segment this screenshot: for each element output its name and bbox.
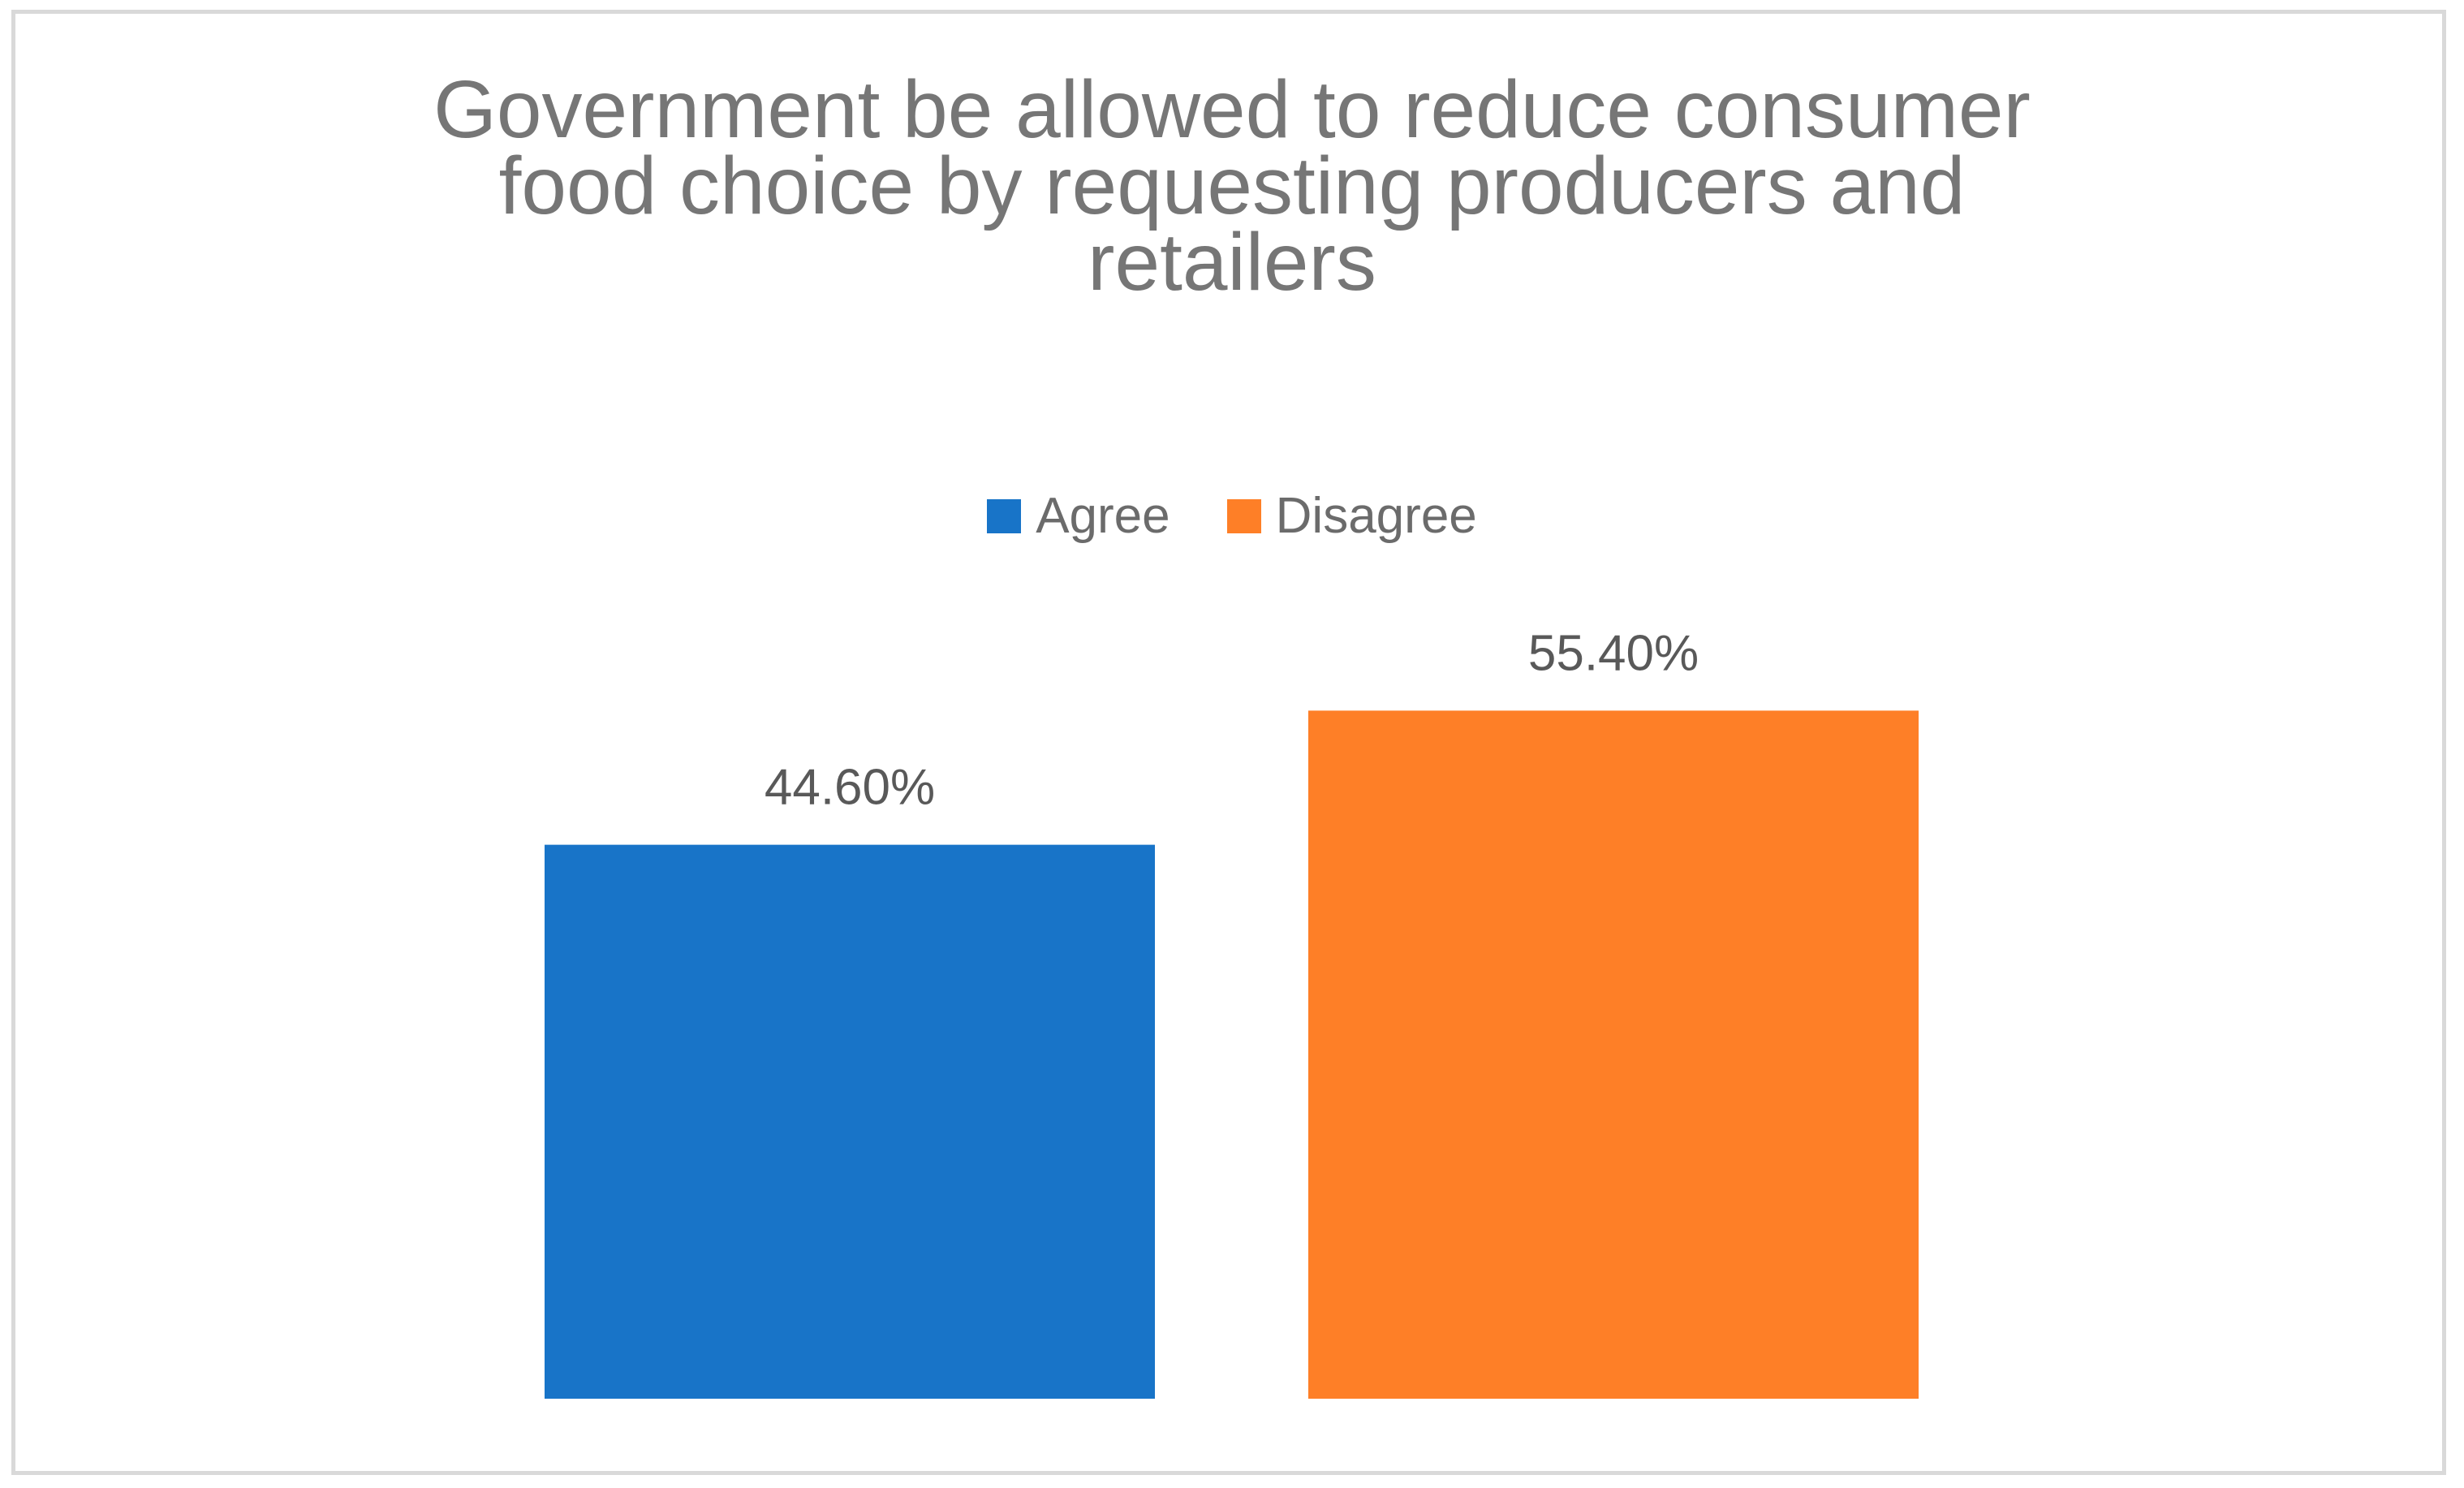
- chart-title-line-1: Government be allowed to reduce consumer: [433, 64, 2031, 155]
- chart-title: Government be allowed to reduce consumer…: [243, 69, 2221, 303]
- legend-label-agree: Agree: [1036, 488, 1170, 544]
- bar-agree: [545, 844, 1155, 1399]
- data-label-disagree: 55.40%: [1528, 625, 1699, 681]
- bar-disagree: [1308, 710, 1919, 1399]
- legend-item-agree: Agree: [987, 484, 1170, 549]
- legend-swatch-disagree: [1226, 499, 1261, 533]
- legend: Agree Disagree: [0, 484, 2464, 549]
- legend-item-disagree: Disagree: [1226, 484, 1477, 549]
- data-label-agree: 44.60%: [765, 760, 935, 816]
- chart-title-line-2: food choice by requesting producers and: [498, 140, 1966, 231]
- legend-label-disagree: Disagree: [1275, 488, 1477, 544]
- legend-swatch-agree: [987, 499, 1022, 533]
- chart-frame: [11, 10, 2446, 1475]
- chart-title-line-3: retailers: [1088, 217, 1376, 308]
